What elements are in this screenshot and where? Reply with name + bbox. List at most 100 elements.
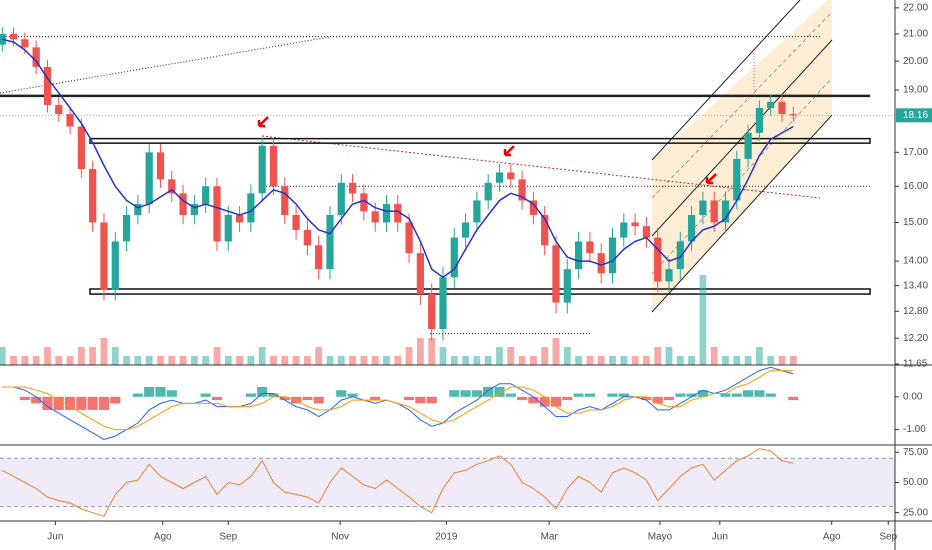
candle-body bbox=[21, 39, 29, 48]
macd-histogram-bar bbox=[87, 396, 98, 410]
volume-bar bbox=[179, 356, 187, 365]
volume-bar bbox=[202, 356, 210, 365]
volume-bar bbox=[168, 356, 176, 365]
arrow-marker bbox=[503, 145, 515, 157]
volume-bar bbox=[722, 356, 729, 365]
rsi-tick-label: 75.00 bbox=[903, 447, 928, 458]
candle-body bbox=[699, 200, 707, 216]
candle-body bbox=[156, 152, 165, 180]
candle-body bbox=[394, 204, 402, 223]
candle-body bbox=[55, 104, 63, 115]
candle-body bbox=[303, 229, 311, 246]
volume-bar bbox=[541, 347, 549, 365]
macd-histogram-bar bbox=[98, 396, 110, 410]
macd-histogram-bar bbox=[607, 393, 618, 397]
candle-body bbox=[439, 277, 447, 330]
y-tick-label: 13.40 bbox=[903, 280, 928, 291]
y-tick-label: 12.20 bbox=[903, 333, 928, 344]
volume-bar bbox=[733, 356, 741, 365]
y-tick-label: 20.00 bbox=[903, 56, 928, 67]
candle-body bbox=[371, 211, 379, 223]
volume-bar bbox=[89, 347, 97, 365]
y-tick-label: 15.00 bbox=[903, 217, 928, 228]
volume-bar bbox=[789, 356, 797, 365]
volume-bar bbox=[756, 347, 763, 365]
macd-histogram-bar bbox=[200, 393, 211, 397]
volume-bar bbox=[507, 347, 515, 365]
volume-bar bbox=[10, 356, 17, 365]
macd-histogram-bar bbox=[471, 390, 482, 397]
volume-bar bbox=[270, 356, 277, 365]
macd-histogram-bar bbox=[788, 396, 799, 401]
x-tick-label: Jun bbox=[47, 532, 63, 543]
candle-body bbox=[269, 145, 278, 187]
candle-body bbox=[721, 200, 730, 223]
macd-histogram-bar bbox=[64, 396, 76, 410]
arrow-marker bbox=[705, 173, 717, 185]
macd-histogram-bar bbox=[641, 396, 652, 401]
volume-bar bbox=[326, 356, 334, 365]
macd-histogram-bar bbox=[460, 390, 471, 397]
arrow-marker bbox=[257, 116, 269, 128]
x-tick-label: Mar bbox=[541, 532, 559, 543]
x-tick-label: Sep bbox=[879, 532, 897, 543]
channel-quarter bbox=[651, 11, 833, 199]
candle-body bbox=[687, 215, 696, 242]
candle-body bbox=[66, 114, 74, 127]
candle-body bbox=[235, 215, 244, 223]
macd-histogram-bar bbox=[743, 390, 754, 397]
channel-upper bbox=[651, 0, 801, 161]
macd-histogram-bar bbox=[528, 396, 539, 404]
macd-histogram-bar bbox=[426, 396, 437, 404]
volume-bar bbox=[21, 356, 29, 365]
candle-body bbox=[145, 152, 153, 205]
volume-bar bbox=[609, 356, 616, 365]
volume-bar bbox=[77, 347, 85, 365]
candle-body bbox=[281, 186, 289, 216]
macd-histogram-bar bbox=[663, 396, 675, 401]
macd-histogram-bar bbox=[257, 386, 268, 397]
volume-bar bbox=[778, 356, 786, 365]
volume-bar bbox=[665, 347, 673, 365]
volume-bar bbox=[405, 347, 413, 365]
candle-body bbox=[32, 47, 40, 67]
rsi-tick-label: 50.00 bbox=[903, 477, 928, 488]
macd-histogram-bar bbox=[720, 393, 731, 397]
volume-bar bbox=[213, 347, 221, 365]
volume-bar bbox=[371, 356, 379, 365]
macd-histogram-bar bbox=[652, 396, 663, 404]
candle-body bbox=[620, 222, 628, 238]
candle-body bbox=[755, 107, 764, 133]
volume-bar bbox=[631, 356, 639, 365]
y-tick-label: 14.00 bbox=[903, 256, 928, 267]
candle-body bbox=[586, 241, 594, 254]
x-tick-label: Mayo bbox=[648, 532, 673, 543]
price-zone bbox=[89, 137, 871, 144]
volume-bar bbox=[236, 356, 243, 365]
candle-body bbox=[778, 101, 786, 115]
macd-histogram-bar bbox=[505, 393, 516, 397]
candle-body bbox=[744, 132, 752, 159]
macd-histogram-bar bbox=[42, 396, 53, 410]
macd-histogram-bar bbox=[449, 390, 460, 397]
y-tick-label: 19.00 bbox=[903, 85, 928, 96]
volume-bar bbox=[0, 347, 6, 365]
volume-bar bbox=[563, 347, 571, 365]
macd-histogram-bar bbox=[245, 393, 256, 397]
candle-body bbox=[382, 204, 391, 223]
last-price-label: 18.16 bbox=[903, 110, 928, 121]
rsi-tick-label: 25.00 bbox=[903, 507, 928, 518]
volume-bar bbox=[292, 356, 300, 365]
candle-body bbox=[450, 237, 458, 278]
candle-body bbox=[292, 215, 300, 230]
macd-histogram-bar bbox=[211, 396, 223, 401]
candle-body bbox=[767, 101, 775, 108]
channel-quarter bbox=[651, 77, 833, 275]
candle-body bbox=[348, 182, 357, 194]
macd-histogram-bar bbox=[155, 386, 166, 397]
volume-bar bbox=[100, 338, 108, 365]
volume-bar bbox=[247, 356, 255, 365]
moving-average bbox=[2, 38, 794, 279]
volume-bar bbox=[281, 356, 289, 365]
volume-bar bbox=[224, 356, 232, 365]
